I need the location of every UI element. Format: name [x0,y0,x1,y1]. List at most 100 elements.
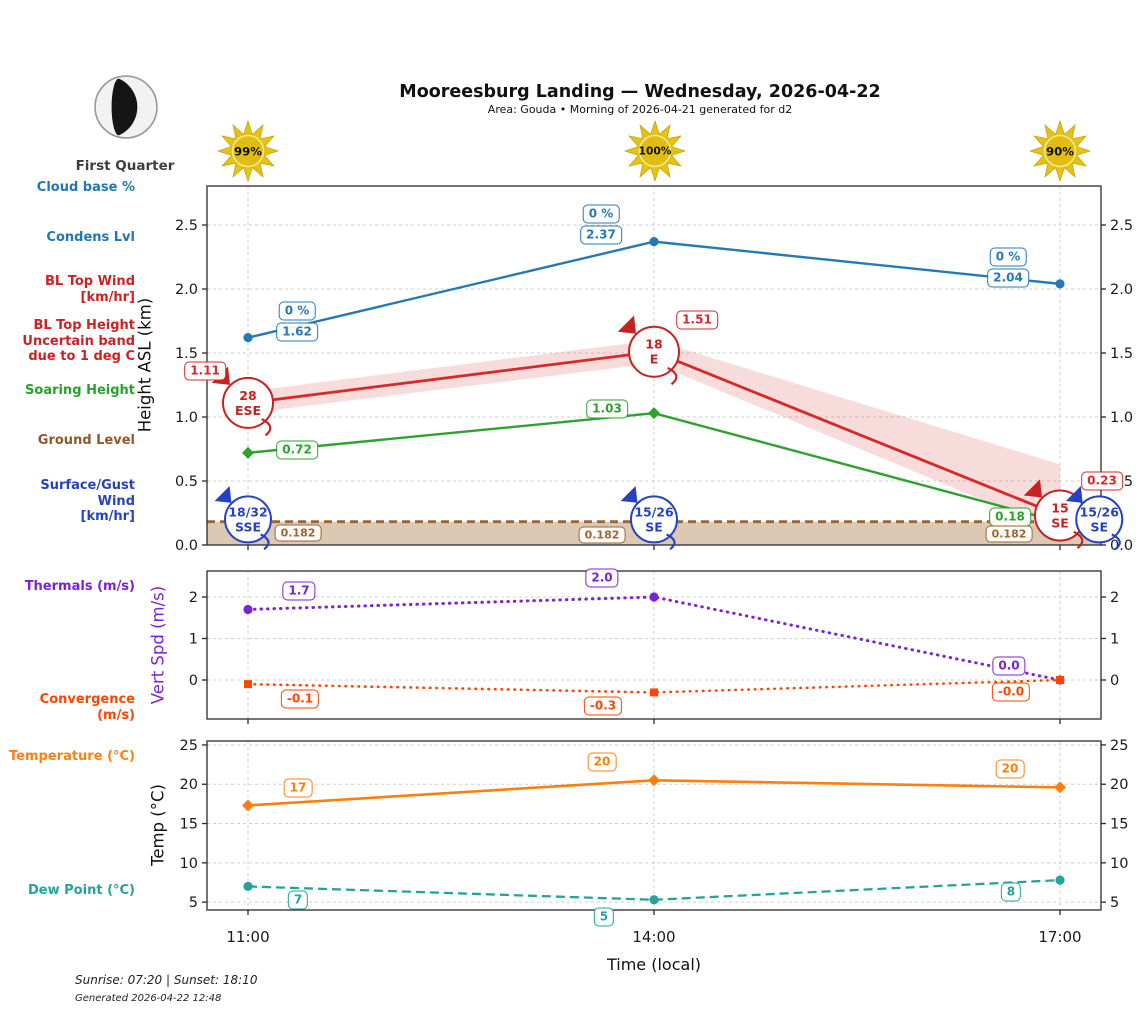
legend-cloud-base: Cloud base % [36,180,135,195]
legend-temperature: Temperature (°C) [9,749,135,764]
value-label: 1.11 [184,361,226,381]
wind-dir-text: ESE [235,403,261,418]
sun-icon: 90% [1028,119,1092,183]
value-label: 1.62 [276,322,318,342]
y-tick-label: 0 [189,673,198,689]
y-tick-label: 5 [1110,895,1119,911]
wind-speed-text: 15 [1051,501,1068,516]
value-label: 1.51 [676,310,718,330]
value-label: 0.0 [992,656,1026,676]
sunrise-sunset-note: Sunrise: 07:20 | Sunset: 18:10 [75,973,258,987]
y-tick-label: 2.5 [1110,218,1133,234]
legend-surface-wind: Surface/Gust Wind [km/hr] [40,478,135,524]
value-label: 0.182 [578,526,626,544]
wind-dir-text: E [650,352,659,367]
x-tick-label: 11:00 [226,928,270,946]
data-marker [649,592,659,602]
legend-bl-top-height: BL Top Height Uncertain band due to 1 de… [22,318,135,364]
y-tick-label: 25 [1110,738,1128,754]
y-tick-label: 1.0 [175,410,198,426]
wind-badge: 18E [617,315,680,386]
wind-arrow-icon [1023,479,1042,498]
wind-dir-text: SSE [235,519,261,534]
data-marker [243,881,253,892]
value-label: 17 [283,778,313,798]
y-tick-label: 5 [189,895,198,911]
legend-thermals: Thermals (m/s) [24,579,135,594]
wind-tail-icon [261,418,272,437]
wind-dir-text: SE [1051,516,1069,531]
wind-speed-text: 15/26 [1080,504,1120,519]
wind-arrow-icon [617,315,636,334]
wind-badge-circle [1075,495,1124,544]
value-label: 20 [995,759,1025,779]
wind-dir-text: SE [645,519,663,534]
sun-percent: 90% [1046,144,1074,158]
data-marker [1055,875,1065,885]
y-tick-label: 0.0 [175,538,198,554]
legend-bl-top-wind: BL Top Wind [km/hr] [45,274,135,305]
value-label: -0.0 [991,682,1031,702]
y-tick-label: 2.0 [175,282,198,298]
value-label: 0.72 [276,440,318,460]
y-tick-label: 20 [1110,777,1128,793]
sun-percent: 99% [234,144,262,158]
wind-tail-icon [1073,530,1084,549]
data-marker [1053,781,1066,794]
data-marker [647,407,660,420]
y-tick-label: 1.0 [1110,410,1133,426]
data-marker [244,680,252,689]
value-label: 2.37 [580,225,622,245]
moon-phase-icon [94,75,158,139]
y-tick-label: 0 [1110,673,1119,689]
y-tick-label: 15 [180,817,198,833]
data-marker [1055,676,1064,684]
value-label: 0 % [278,301,316,321]
x-tick-label: 17:00 [1038,928,1082,946]
sun-percent: 100% [639,145,672,158]
legend-ground-level: Ground Level [37,433,135,448]
y-tick-label: 10 [180,856,198,872]
value-label: -0.1 [280,689,320,709]
sun-icon: 100% [623,119,687,183]
wind-tail-icon [260,533,270,551]
wind-speed-text: 15/26 [634,504,674,519]
y-tick-label: 15 [1110,817,1128,833]
moon-phase-label: First Quarter [75,158,175,174]
chart-panel: 0 0 1 1 2 2 [189,570,1119,724]
wind-arrow-icon [620,486,638,503]
data-marker [647,774,660,787]
wind-speed-text: 18 [645,337,662,352]
legend-soaring-height: Soaring Height [25,383,135,398]
value-label: 0.182 [274,524,322,542]
chart-panel: 0.00.00.50.51.01.01.51.52.02.02.52.5 [175,185,1133,554]
wind-arrow-icon [1065,486,1083,503]
data-marker [243,333,253,343]
series-line [246,678,1062,694]
page-title: Mooreesburg Landing — Wednesday, 2026-04… [399,82,881,102]
uncertainty-band [248,340,1060,533]
data-marker [649,895,659,905]
data-marker [1055,279,1065,289]
value-label: 2.0 [585,568,619,588]
y-tick-label: 10 [1110,856,1128,872]
data-marker [649,688,658,697]
data-marker [242,446,254,459]
y-tick-label: 1 [189,632,198,648]
value-label: 0.182 [985,525,1033,543]
wind-badge-circle [627,325,680,378]
legend-condens-lvl: Condens Lvl [46,230,135,245]
y-tick-label: 2 [189,590,198,606]
wind-tail-icon [1111,533,1121,551]
data-marker [649,237,659,247]
y-tick-label: 0.0 [1110,538,1133,554]
y-tick-label: 1.5 [1110,346,1133,362]
data-marker [243,604,253,615]
value-label: 1.03 [586,399,628,419]
